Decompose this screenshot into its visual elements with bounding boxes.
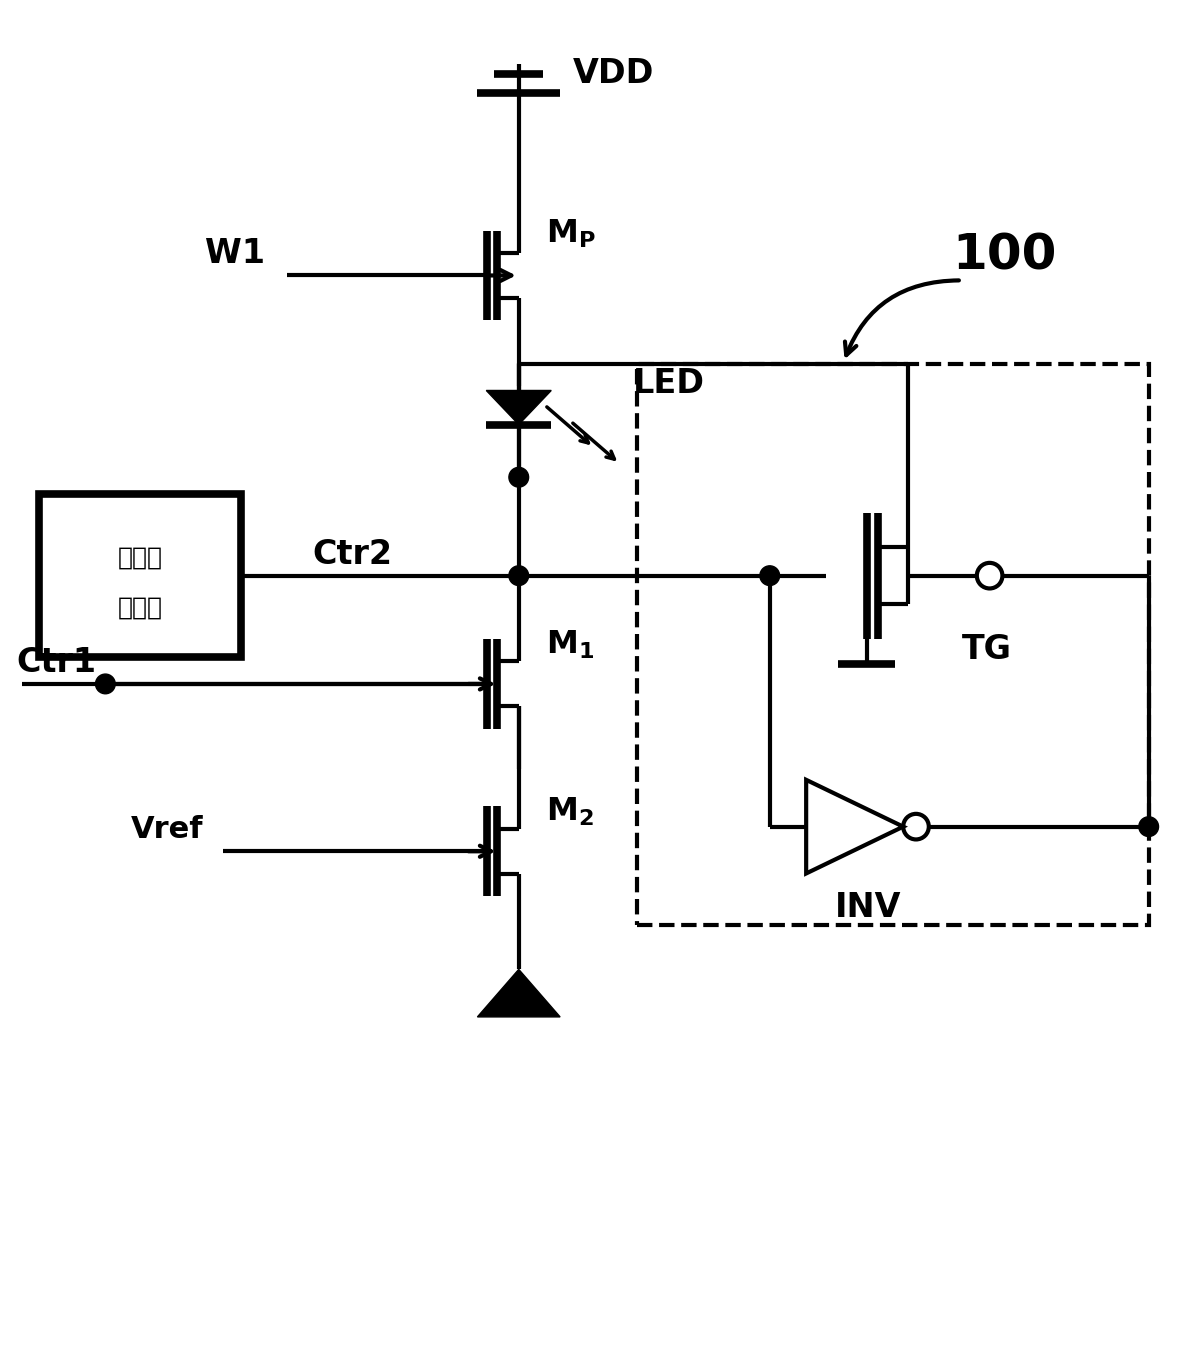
Polygon shape	[478, 969, 560, 1017]
Text: Ctr1: Ctr1	[17, 646, 97, 678]
Text: 100: 100	[952, 232, 1056, 280]
Text: INV: INV	[835, 892, 901, 924]
Polygon shape	[486, 390, 551, 424]
Circle shape	[509, 467, 528, 487]
Text: 外部控: 外部控	[117, 546, 163, 569]
Circle shape	[509, 565, 528, 586]
FancyBboxPatch shape	[39, 495, 240, 656]
Text: Ctr2: Ctr2	[312, 538, 392, 571]
Circle shape	[1139, 817, 1158, 837]
Text: $\mathbf{M_2}$: $\mathbf{M_2}$	[546, 795, 594, 828]
Text: W1: W1	[204, 238, 265, 270]
Text: TG: TG	[962, 633, 1012, 666]
Text: $\mathbf{M_P}$: $\mathbf{M_P}$	[546, 217, 596, 250]
Circle shape	[96, 674, 115, 694]
Text: $\mathbf{M_1}$: $\mathbf{M_1}$	[546, 628, 594, 660]
Circle shape	[760, 565, 779, 586]
Text: 制电路: 制电路	[117, 595, 163, 620]
Text: VDD: VDD	[572, 57, 655, 90]
Text: Vref: Vref	[131, 815, 204, 844]
Text: LED: LED	[632, 367, 704, 401]
